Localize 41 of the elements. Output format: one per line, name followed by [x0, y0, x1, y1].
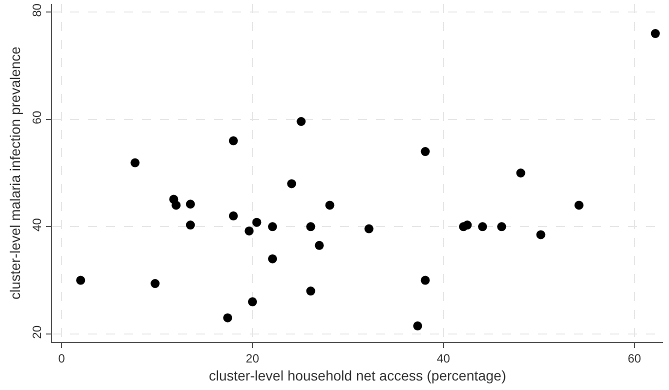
y-tick-label: 80 — [30, 3, 44, 17]
point — [650, 29, 660, 38]
y-tick-label: 40 — [30, 218, 44, 232]
y-tick-label: 60 — [30, 110, 44, 124]
point — [244, 226, 254, 236]
point — [172, 200, 181, 210]
x-tick-label: 60 — [628, 351, 642, 366]
point — [228, 136, 238, 146]
point — [306, 286, 316, 296]
point — [364, 224, 374, 234]
point — [516, 168, 526, 178]
point — [536, 230, 546, 240]
x-tick-label: 20 — [246, 351, 260, 366]
point — [130, 158, 140, 168]
point — [420, 147, 430, 156]
point — [306, 222, 316, 232]
y-axis-title: cluster-level malaria infection prevalence — [6, 46, 23, 300]
point — [186, 220, 195, 230]
x-axis-title: cluster-level household net access (percentage) — [208, 368, 506, 384]
point — [574, 200, 584, 210]
point — [497, 222, 506, 232]
point — [268, 222, 278, 232]
x-tick-label: 40 — [436, 351, 450, 366]
point — [462, 220, 472, 230]
point — [478, 222, 488, 232]
point — [252, 218, 262, 227]
point — [314, 240, 324, 250]
point — [413, 321, 422, 330]
point — [223, 313, 232, 322]
point — [248, 297, 257, 306]
point — [268, 254, 278, 264]
x-tick-label: 0 — [58, 351, 66, 366]
point — [296, 117, 306, 126]
point — [76, 276, 86, 285]
point — [325, 200, 334, 210]
point — [228, 211, 238, 220]
point — [420, 276, 430, 285]
y-tick-label: 20 — [30, 325, 44, 339]
point — [287, 179, 296, 188]
point — [150, 279, 160, 288]
point — [186, 200, 195, 209]
